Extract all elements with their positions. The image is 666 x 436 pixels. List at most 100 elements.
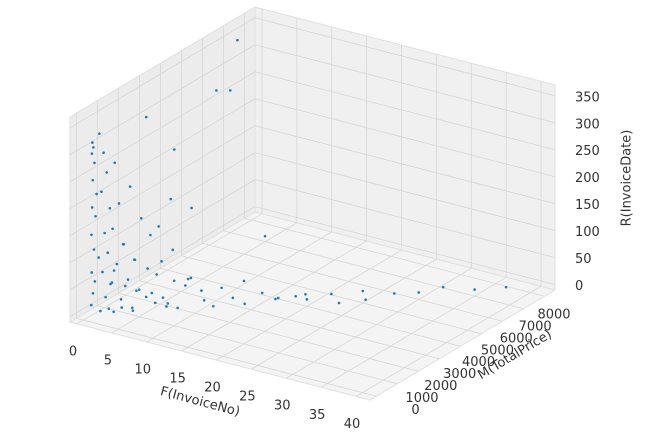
point (184, 284, 187, 287)
y-tick-label: 1000 (405, 391, 438, 406)
grid-line (139, 280, 440, 360)
point (144, 295, 148, 299)
point (169, 197, 173, 201)
point (417, 291, 421, 294)
grid-line (69, 44, 256, 156)
point (172, 148, 176, 151)
point (120, 306, 124, 309)
point (165, 305, 168, 308)
point (112, 310, 115, 314)
point (109, 282, 112, 286)
z-tick-label: 0 (575, 279, 583, 294)
grid-line (69, 152, 256, 264)
point (337, 301, 341, 305)
point (126, 278, 130, 281)
x-tick-label: 10 (134, 362, 151, 377)
point (133, 258, 137, 262)
point (130, 306, 134, 310)
point (186, 277, 190, 281)
point (98, 132, 101, 135)
grid-line (286, 267, 472, 379)
point (473, 288, 476, 291)
grid-line (254, 71, 556, 151)
point (131, 309, 135, 312)
point (102, 151, 105, 155)
point (276, 296, 280, 300)
y-tick-label: 5000 (481, 343, 514, 358)
point (92, 248, 96, 251)
point (274, 297, 277, 301)
point (172, 279, 176, 283)
point (190, 206, 193, 210)
point (149, 233, 152, 237)
z-tick-label: 100 (575, 225, 600, 240)
point (260, 291, 264, 295)
z-tick-label: 150 (575, 198, 600, 213)
point (139, 216, 143, 220)
point (113, 161, 117, 165)
point (92, 146, 95, 149)
point (107, 307, 111, 311)
grid-line (254, 125, 556, 205)
point (135, 289, 138, 293)
point (128, 185, 132, 188)
grid-line (181, 240, 367, 352)
x-tick-label: 30 (274, 399, 291, 414)
point (171, 248, 175, 252)
point (155, 273, 158, 276)
x-tick-label: 0 (69, 344, 77, 359)
point (91, 291, 95, 295)
x-tick-label: 5 (104, 353, 112, 368)
point (93, 280, 97, 283)
point (200, 289, 203, 292)
grid-line (76, 317, 377, 397)
point (305, 298, 309, 301)
point (123, 284, 127, 288)
point (189, 276, 193, 280)
points (90, 38, 508, 314)
point (392, 292, 396, 295)
point (122, 242, 126, 246)
point (91, 141, 94, 144)
grid-line (223, 230, 524, 310)
point (330, 292, 333, 296)
panes (68, 6, 557, 401)
point (364, 298, 367, 301)
point (215, 89, 218, 92)
y-tick-label: 8000 (537, 307, 570, 322)
point (161, 296, 165, 299)
point (146, 267, 149, 270)
grid-line (254, 152, 556, 232)
point (90, 206, 94, 209)
point (294, 294, 298, 298)
grid-line (160, 267, 461, 347)
grid-line (69, 98, 256, 210)
point (106, 251, 110, 255)
y-tick-label: 0 (411, 403, 419, 418)
z-tick-label: 350 (575, 90, 600, 105)
x-tick-label: 35 (309, 408, 326, 423)
point (95, 192, 98, 196)
point (105, 171, 108, 174)
point (101, 270, 104, 274)
point (263, 234, 267, 238)
point (211, 304, 215, 308)
point (90, 303, 93, 307)
y-tick-label: 4000 (462, 355, 495, 370)
point (137, 288, 141, 291)
point (231, 296, 235, 300)
z-axis-label: R(InvoiceDate) (620, 130, 635, 227)
grid-line (69, 125, 256, 237)
point (112, 269, 116, 272)
x-tick-label: 15 (169, 372, 186, 387)
point (103, 231, 106, 235)
grid-line (118, 292, 419, 372)
grid-line (254, 179, 556, 259)
z-tick-label: 50 (575, 252, 592, 267)
x-tick-label: 25 (239, 390, 256, 405)
grid-line (69, 71, 256, 183)
grid-line (251, 258, 437, 370)
grid-line (216, 249, 402, 361)
point (220, 286, 223, 290)
point (94, 214, 97, 218)
